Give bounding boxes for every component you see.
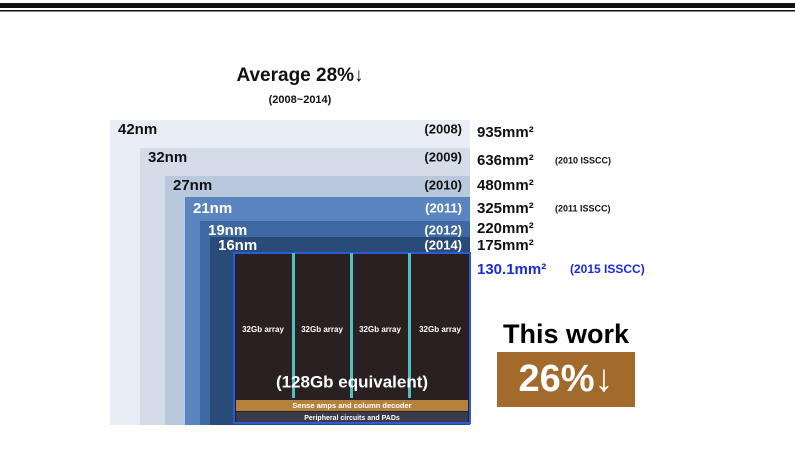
area-label: 636mm² bbox=[477, 152, 534, 169]
node-label: 32nm bbox=[148, 149, 187, 166]
sense-bar bbox=[236, 400, 468, 411]
area-label: 175mm² bbox=[477, 237, 534, 254]
year-label: (2014) bbox=[424, 237, 462, 252]
node-label: 16nm bbox=[218, 237, 257, 254]
top-rule bbox=[0, 3, 795, 8]
node-label: 42nm bbox=[118, 121, 157, 138]
reduction: 26%↓ bbox=[518, 358, 613, 400]
reduction-box bbox=[497, 352, 635, 407]
subtitle: (2008~2014) bbox=[269, 94, 332, 106]
year-label: (2008) bbox=[424, 121, 462, 136]
area-label: 325mm² bbox=[477, 200, 534, 217]
sense-label: Sense amps and column decoder bbox=[292, 401, 411, 410]
note-label: (2010 ISSCC) bbox=[555, 155, 611, 165]
area-label: 935mm² bbox=[477, 124, 534, 141]
year-label: (2009) bbox=[424, 149, 462, 164]
area-label: 480mm² bbox=[477, 177, 534, 194]
array-label: 32Gb array bbox=[359, 325, 401, 334]
top-rule-thin bbox=[0, 10, 795, 12]
area-label: 130.1mm² bbox=[477, 261, 546, 278]
node-label: 19nm bbox=[208, 222, 247, 239]
node-label: 27nm bbox=[173, 177, 212, 194]
array-label: 32Gb array bbox=[419, 325, 461, 334]
die: 32Gb array 32Gb array 32Gb array 32Gb ar… bbox=[233, 252, 471, 424]
year-label: (2012) bbox=[424, 222, 462, 237]
title: Average 28%↓ bbox=[236, 65, 363, 86]
array-label: 32Gb array bbox=[242, 325, 284, 334]
decoder-line bbox=[350, 253, 353, 398]
note-label: (2015 ISSCC) bbox=[570, 262, 645, 276]
node-label: 21nm bbox=[193, 200, 232, 217]
decoder-line bbox=[292, 253, 295, 398]
area-label: 220mm² bbox=[477, 220, 534, 237]
year-label: (2010) bbox=[424, 177, 462, 192]
array-label: 32Gb array bbox=[301, 325, 343, 334]
year-label: (2011) bbox=[425, 200, 462, 215]
note-label: (2011 ISSCC) bbox=[555, 203, 611, 213]
capacity-label: (128Gb equivalent) bbox=[276, 372, 428, 391]
this-work: This work bbox=[503, 319, 630, 349]
periphery-bar bbox=[236, 412, 468, 422]
decoder-line bbox=[408, 253, 411, 398]
periphery-label: Peripheral circuits and PADs bbox=[304, 415, 400, 422]
